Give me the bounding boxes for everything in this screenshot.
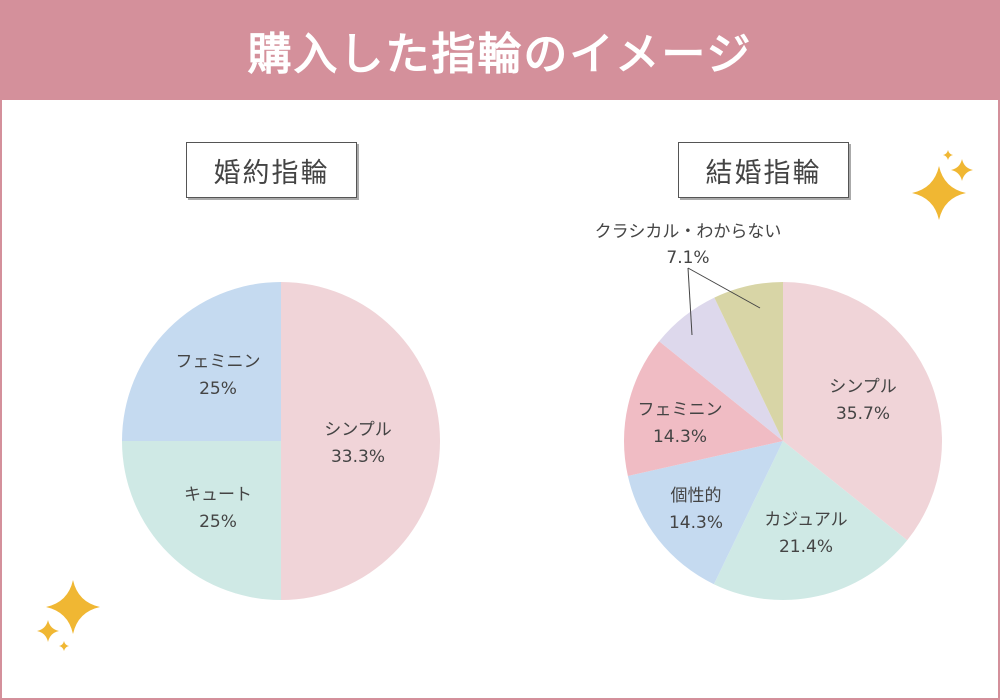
slice-name-label: シンプル [324,420,392,440]
slice-value-label: 14.3% [669,513,723,533]
slice-name-label: 個性的 [671,486,722,506]
leader-line [687,267,761,309]
slice-name-label: キュート [184,485,252,505]
slice-name-label: カジュアル [764,510,847,530]
pie-slice-0-1 [122,441,281,600]
pie-slice-1-4 [659,297,783,441]
wedding-ring-title: 結婚指輪 [678,142,849,198]
pie-slice-1-0 [783,282,942,541]
slice-value-label: 25% [199,512,237,532]
pie-slice-1-3 [624,341,783,476]
leader-line [687,267,693,336]
combined-name-label: クラシカル・わからない [595,222,782,242]
slice-value-label: 25% [199,379,237,399]
pie-slice-0-2 [122,282,281,441]
slice-name-label: フェミニン [176,352,261,372]
pie-slice-1-2 [627,441,783,585]
slice-value-label: 14.3% [653,427,707,447]
pie-slice-1-5 [714,282,783,441]
sparkle-icon [59,641,69,651]
slice-value-label: 33.3% [331,447,385,467]
sparkle-icon [37,620,59,642]
pie-slice-0-0 [281,282,440,600]
sparkle-icon [943,150,953,160]
engagement-ring-title: 婚約指輪 [186,142,357,198]
sparkle-icon [46,580,100,634]
slice-value-label: 21.4% [779,537,833,557]
slice-name-label: フェミニン [638,400,723,420]
sparkle-icon [951,159,973,181]
slice-name-label: シンプル [829,377,897,397]
combined-value-label: 7.1% [666,248,709,268]
page-title: 購入した指輪のイメージ [0,0,1000,100]
slice-value-label: 35.7% [836,404,890,424]
pie-slice-1-1 [713,441,908,600]
sparkle-icon [912,166,966,220]
